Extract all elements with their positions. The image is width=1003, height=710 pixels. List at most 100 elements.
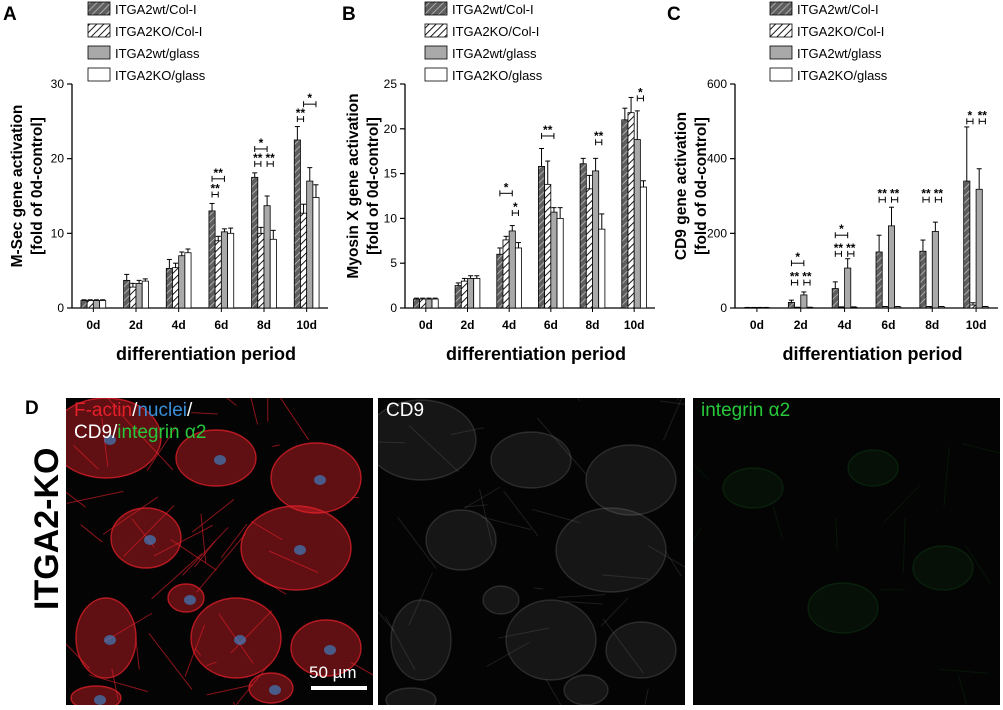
cell-body bbox=[490, 431, 572, 489]
cell-process bbox=[123, 505, 175, 557]
y-tick-label: 0 bbox=[57, 301, 64, 315]
category-label: 6d bbox=[881, 318, 895, 332]
bar bbox=[800, 294, 808, 309]
cell-process bbox=[498, 627, 550, 639]
bar bbox=[208, 210, 216, 309]
panel-letter-d: D bbox=[25, 398, 39, 419]
cell-body bbox=[722, 467, 784, 509]
cell-process bbox=[534, 587, 544, 590]
bar bbox=[592, 170, 600, 309]
bar bbox=[550, 211, 558, 309]
bar bbox=[894, 306, 902, 309]
category-label: 6d bbox=[214, 318, 228, 332]
cell-process bbox=[408, 425, 459, 473]
cell-process bbox=[102, 496, 159, 535]
bar bbox=[431, 298, 439, 309]
cell-process bbox=[647, 545, 685, 568]
bar bbox=[263, 205, 271, 309]
cell-process bbox=[835, 518, 838, 551]
y-axis-label: Myosin X gene activation bbox=[345, 93, 362, 278]
category-label: 0d bbox=[750, 318, 764, 332]
cell-process bbox=[450, 427, 485, 436]
bar bbox=[300, 212, 308, 309]
panel-letter-b: B bbox=[342, 4, 356, 25]
category-label: 10d bbox=[966, 318, 987, 332]
cell-process bbox=[693, 527, 702, 543]
cell-nucleus bbox=[184, 595, 196, 605]
legend-swatch bbox=[769, 45, 793, 60]
y-tick-label: 20 bbox=[51, 152, 65, 166]
significance-label: ** bbox=[978, 108, 988, 122]
bar bbox=[172, 267, 180, 309]
cell-process bbox=[192, 499, 235, 533]
legend-swatch bbox=[87, 23, 111, 38]
cell-process bbox=[659, 400, 685, 405]
cell-process bbox=[250, 520, 283, 541]
significance-label: * bbox=[513, 200, 518, 214]
category-label: 10d bbox=[296, 318, 317, 332]
cell-nucleus bbox=[314, 475, 326, 485]
bar bbox=[925, 306, 933, 309]
panel-letter-a: A bbox=[3, 4, 17, 25]
bar bbox=[123, 279, 131, 309]
bar bbox=[508, 230, 516, 309]
significance-label: * bbox=[795, 250, 800, 264]
cell-process bbox=[191, 412, 218, 415]
cell-process bbox=[384, 615, 416, 671]
bar bbox=[938, 306, 946, 309]
legend-label: ITGA2wt/glass bbox=[452, 46, 537, 61]
legend-swatch bbox=[769, 23, 793, 38]
cell-process bbox=[226, 398, 237, 406]
panel-letter-c: C bbox=[667, 4, 681, 25]
cell-process bbox=[146, 426, 177, 471]
significance-label: * bbox=[259, 136, 264, 150]
merge-channel-label: F-actin/nuclei/ CD9/integrin α2 bbox=[74, 400, 206, 444]
label-sep-1: / bbox=[132, 400, 138, 421]
y-tick-label: 20 bbox=[384, 122, 398, 136]
cell-process bbox=[644, 688, 649, 705]
bar bbox=[129, 286, 137, 309]
bar bbox=[269, 238, 277, 309]
label-sep-3: / bbox=[112, 422, 118, 443]
bar bbox=[165, 268, 173, 309]
cell-nucleus bbox=[324, 645, 336, 655]
bar bbox=[135, 282, 143, 309]
bar bbox=[251, 176, 259, 309]
bar bbox=[454, 285, 462, 309]
cell-process bbox=[662, 398, 683, 441]
cell-process bbox=[378, 611, 395, 632]
legend-label: ITGA2KO/glass bbox=[452, 68, 543, 83]
bar bbox=[881, 306, 889, 309]
bar bbox=[92, 300, 100, 309]
y-tick-label: 15 bbox=[384, 167, 398, 181]
significance-label: * bbox=[307, 91, 312, 105]
cell-process bbox=[206, 684, 254, 696]
cell-body bbox=[563, 674, 609, 705]
bar bbox=[888, 225, 896, 309]
legend-swatch bbox=[769, 67, 793, 82]
legend-swatch bbox=[424, 23, 448, 38]
bar bbox=[80, 300, 88, 309]
category-label: 8d bbox=[585, 318, 599, 332]
label-sep-2: / bbox=[187, 400, 193, 421]
significance-label: ** bbox=[878, 187, 888, 201]
cell-process bbox=[111, 668, 119, 701]
cell-image-integrin bbox=[693, 398, 1000, 705]
bar bbox=[514, 247, 522, 309]
cell-process bbox=[182, 527, 229, 576]
cell-process bbox=[135, 637, 140, 670]
legend-swatch bbox=[424, 1, 448, 16]
y-tick-label: 400 bbox=[707, 152, 727, 166]
bar bbox=[425, 298, 433, 309]
cell-image-cd9 bbox=[378, 398, 685, 705]
y-axis-label: CD9 gene activation bbox=[673, 112, 690, 260]
cell-process bbox=[957, 675, 968, 705]
cell-process bbox=[351, 496, 360, 499]
cell-process bbox=[279, 398, 310, 441]
cell-process bbox=[170, 539, 217, 571]
significance-label: * bbox=[968, 108, 973, 122]
bar bbox=[844, 267, 852, 309]
y-tick-label: 30 bbox=[51, 77, 65, 91]
bar bbox=[579, 163, 587, 309]
x-axis-label: differentiation period bbox=[783, 344, 963, 364]
